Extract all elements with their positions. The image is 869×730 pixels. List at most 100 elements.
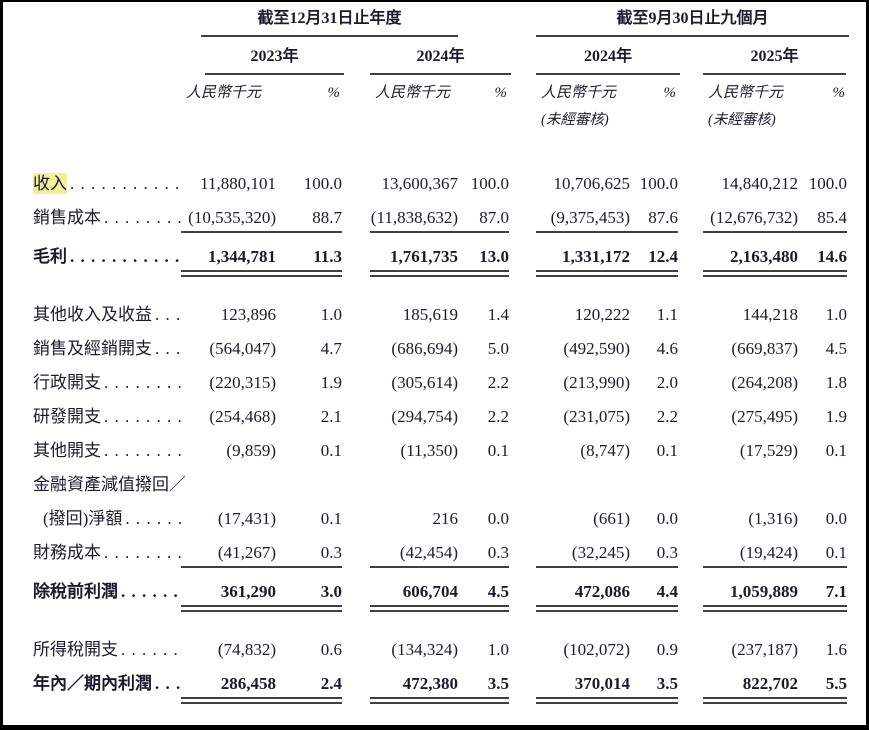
- table-cell-percent: 0.9: [656, 640, 678, 659]
- table-body: 收入 . . . . . . . . . . . . . . . . . . .…: [3, 173, 866, 704]
- table-cell-value: 361,290: [181, 581, 276, 612]
- table-cell-value: (8,747): [580, 441, 630, 460]
- table-cell-value: (213,990): [563, 373, 630, 392]
- table-cell-value: (1,316): [748, 509, 798, 528]
- row-label: 所得稅開支 . . . . . . . . . . . . . . . . . …: [3, 639, 181, 660]
- column-group-title: 截至12月31日止年度: [257, 10, 402, 27]
- table-cell-value: (102,072): [563, 640, 630, 659]
- table-cell-value: (275,495): [731, 407, 798, 426]
- row-label-text: 所得稅開支: [33, 640, 118, 659]
- percent-header: %: [663, 85, 677, 101]
- table-cell-value: (19,424): [703, 542, 798, 568]
- table-row: 年內／期內利潤 . . . . . . . . . . . . . . . . …: [3, 673, 866, 704]
- dot-leader: . . . . . . . . . . . . . . . . . . . . …: [104, 441, 181, 460]
- table-cell-value: (11,838,632): [370, 207, 458, 233]
- table-cell-percent: 0.6: [320, 640, 342, 659]
- table-cell-percent: 2.1: [320, 407, 342, 426]
- currency-unit-label: 人民幣千元: [375, 85, 451, 101]
- table-cell-percent: 0.0: [487, 509, 509, 528]
- table-cell-value: (10,535,320): [181, 207, 276, 233]
- table-row: 毛利 . . . . . . . . . . . . . . . . . . .…: [3, 246, 866, 277]
- table-cell-value: (294,754): [391, 407, 458, 426]
- table-cell-value: (254,468): [209, 407, 276, 426]
- table-row: 財務成本 . . . . . . . . . . . . . . . . . .…: [3, 542, 866, 568]
- table-row: 其他開支 . . . . . . . . . . . . . . . . . .…: [3, 440, 866, 461]
- table-cell-percent: 13.0: [458, 246, 511, 277]
- table-cell-percent: 87.0: [458, 207, 511, 233]
- dot-leader: . . . . . . . . . . . . . . . . . . . . …: [104, 373, 181, 392]
- table-cell-value: (12,676,732): [703, 207, 798, 233]
- table-cell-value: (32,245): [536, 542, 630, 568]
- table-cell-percent: 0.1: [798, 542, 849, 568]
- table-cell-value: (17,431): [217, 509, 276, 528]
- table-cell-value: 1,344,781: [181, 246, 276, 277]
- table-row: 銷售成本 . . . . . . . . . . . . . . . . . .…: [3, 207, 866, 233]
- table-cell-percent: 4.7: [320, 339, 342, 358]
- row-label: 其他收入及收益 . . . . . . . . . . . . . . . . …: [3, 304, 181, 325]
- table-cell-percent: 2.2: [487, 373, 509, 392]
- table-cell-percent: 1.9: [825, 407, 847, 426]
- table-cell-percent: 4.5: [825, 339, 847, 358]
- unaudited-note: (未經審核): [708, 112, 776, 128]
- table-cell-percent: 4.6: [656, 339, 678, 358]
- table-cell-value: (134,324): [391, 640, 458, 659]
- row-label: (撥回)淨額 . . . . . . . . . . . . . . . . .…: [3, 508, 181, 529]
- table-cell-percent: 0.1: [656, 441, 678, 460]
- table-cell-percent: 7.1: [798, 581, 849, 612]
- table-cell-percent: 88.7: [276, 207, 344, 233]
- table-cell-percent: 0.0: [825, 509, 847, 528]
- year-header-2024: 2024年: [370, 46, 511, 75]
- table-row: 研發開支 . . . . . . . . . . . . . . . . . .…: [3, 406, 866, 427]
- table-cell-percent: [630, 474, 680, 495]
- dot-leader: . . . . . . . . . . . . . . . . . . . . …: [125, 509, 181, 528]
- table-cell-value: (686,694): [391, 339, 458, 358]
- table-cell-value: 216: [432, 509, 459, 528]
- row-label-text: 銷售及經銷開支: [33, 339, 152, 358]
- row-label: 行政開支 . . . . . . . . . . . . . . . . . .…: [3, 372, 181, 393]
- table-cell-percent: 5.5: [798, 673, 849, 704]
- row-label-text: 除稅前利潤: [33, 582, 118, 601]
- year-header-9m2025: 2025年: [703, 46, 846, 75]
- row-label-text: 研發開支: [33, 407, 101, 426]
- table-cell-percent: 4.4: [630, 581, 680, 612]
- table-cell-value: (564,047): [209, 339, 276, 358]
- table-cell-percent: 12.4: [630, 246, 680, 277]
- table-cell-value: (661): [593, 509, 630, 528]
- table-cell-percent: [458, 474, 511, 495]
- unit-header-row: 人民幣千元 % 人民幣千元 % 人民幣千元 (未經審核) % 人民幣千元 (未經…: [3, 83, 866, 131]
- table-cell-percent: 3.0: [276, 581, 344, 612]
- unit-header: 人民幣千元 (未經審核): [536, 83, 630, 131]
- unit-header: 人民幣千元 (未經審核): [703, 83, 798, 131]
- dot-leader: . . . . . . . . . . . . . . . . . . . . …: [155, 674, 181, 693]
- table-row: 金融資產減值撥回／: [3, 474, 866, 495]
- row-label-text: 毛利: [33, 247, 67, 266]
- dot-leader: . . . . . . . . . . . . . . . . . . . . …: [70, 247, 181, 266]
- table-cell-percent: 14.6: [798, 246, 849, 277]
- table-cell-percent: 0.1: [825, 441, 847, 460]
- table-row: 所得稅開支 . . . . . . . . . . . . . . . . . …: [3, 639, 866, 660]
- dot-leader: . . . . . . . . . . . . . . . . . . . . …: [70, 174, 181, 193]
- percent-header: %: [832, 85, 846, 101]
- table-cell-percent: 0.1: [487, 441, 509, 460]
- table-cell-percent: 0.3: [276, 542, 344, 568]
- table-cell-percent: 1.0: [487, 640, 509, 659]
- row-label-text: (撥回)淨額: [43, 509, 123, 528]
- table-cell-value: [536, 474, 630, 495]
- table-cell-percent: 2.4: [276, 673, 344, 704]
- table-cell-value: 606,704: [370, 581, 458, 612]
- table-cell-percent: 0.0: [656, 509, 678, 528]
- unaudited-note: (未經審核): [541, 112, 609, 128]
- table-cell-percent: 0.3: [630, 542, 680, 568]
- table-cell-value: 1,761,735: [370, 246, 458, 277]
- year-header-row: 2023年 2024年 2024年 2025年: [3, 46, 866, 75]
- table-cell-percent: 5.0: [487, 339, 509, 358]
- table-cell-percent: [798, 474, 849, 495]
- table-cell-percent: 0.3: [458, 542, 511, 568]
- row-label-text: 行政開支: [33, 373, 101, 392]
- table-cell-value: 472,086: [536, 581, 630, 612]
- table-cell-value: (41,267): [181, 542, 276, 568]
- table-cell-value: 10,706,625: [553, 174, 631, 193]
- row-label: 除稅前利潤 . . . . . . . . . . . . . . . . . …: [3, 581, 181, 612]
- table-cell-percent: 87.6: [630, 207, 680, 233]
- table-cell-value: (42,454): [370, 542, 458, 568]
